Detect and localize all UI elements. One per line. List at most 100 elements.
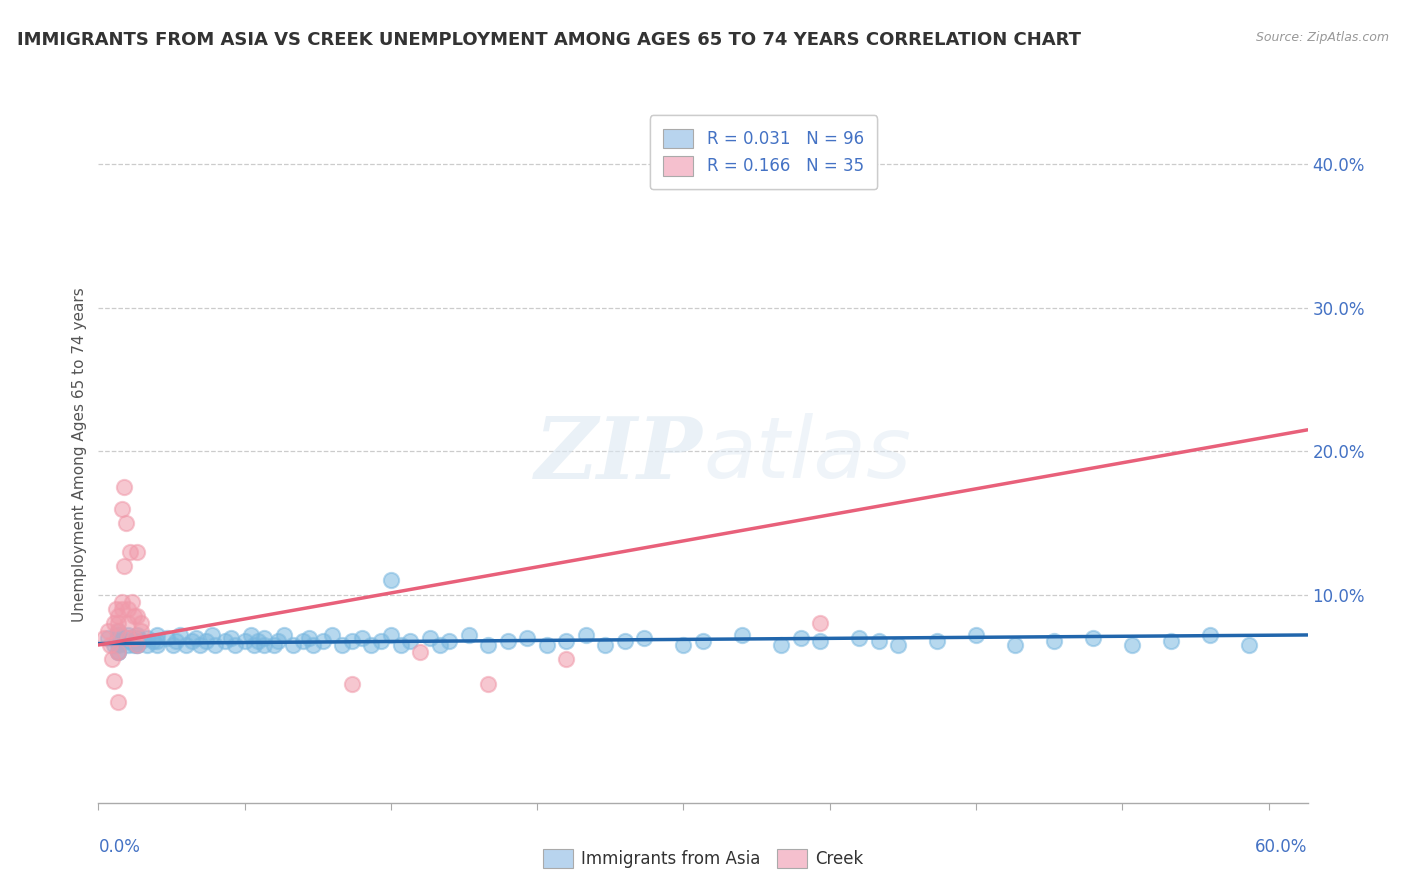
Point (107, 633, 129, 648)
Point (439, 633, 461, 648)
Point (165, 633, 187, 648)
Point (107, 609, 129, 624)
Point (169, 628, 191, 642)
Point (239, 628, 262, 642)
Point (340, 633, 363, 648)
Point (107, 631, 129, 645)
Point (136, 638, 159, 652)
Point (131, 633, 153, 648)
Point (808, 616, 831, 631)
Text: IMMIGRANTS FROM ASIA VS CREEK UNEMPLOYMENT AMONG AGES 65 TO 74 YEARS CORRELATION: IMMIGRANTS FROM ASIA VS CREEK UNEMPLOYME… (17, 31, 1081, 49)
Point (1160, 633, 1182, 648)
Text: 60.0%: 60.0% (1256, 838, 1308, 856)
Point (200, 628, 222, 642)
Point (419, 631, 441, 645)
Point (101, 652, 124, 666)
Point (131, 616, 153, 631)
Point (808, 633, 831, 648)
Point (789, 631, 811, 645)
Point (1043, 633, 1066, 648)
Point (117, 628, 139, 642)
Point (429, 638, 451, 652)
Point (127, 633, 149, 648)
Point (122, 638, 145, 652)
Text: 0.0%: 0.0% (98, 838, 141, 856)
Point (595, 638, 617, 652)
Point (243, 638, 266, 652)
Point (267, 633, 290, 648)
Point (162, 638, 184, 652)
Point (117, 631, 139, 645)
Point (114, 516, 136, 530)
Legend: Immigrants from Asia, Creek: Immigrants from Asia, Creek (536, 842, 870, 875)
Point (107, 645, 129, 659)
Point (253, 638, 276, 652)
Point (107, 624, 129, 638)
Point (122, 609, 145, 624)
Point (98, 638, 121, 652)
Point (117, 638, 139, 652)
Point (1081, 631, 1104, 645)
Point (370, 633, 392, 648)
Point (273, 628, 295, 642)
Point (194, 633, 217, 648)
Point (122, 631, 145, 645)
Point (868, 633, 890, 648)
Point (1004, 638, 1026, 652)
Point (214, 633, 236, 648)
Point (925, 633, 948, 648)
Point (360, 638, 382, 652)
Point (477, 677, 499, 691)
Point (103, 616, 125, 631)
Point (136, 631, 159, 645)
Point (127, 628, 149, 642)
Point (389, 638, 412, 652)
Point (156, 631, 179, 645)
Point (409, 645, 432, 659)
Point (146, 633, 169, 648)
Point (127, 638, 149, 652)
Point (174, 638, 197, 652)
Point (107, 633, 129, 648)
Point (380, 574, 402, 588)
Point (769, 638, 792, 652)
Point (292, 633, 315, 648)
Point (1121, 638, 1143, 652)
Legend: R = 0.031   N = 96, R = 0.166   N = 35: R = 0.031 N = 96, R = 0.166 N = 35 (650, 115, 877, 189)
Point (204, 638, 226, 652)
Point (107, 638, 129, 652)
Point (283, 638, 305, 652)
Point (233, 633, 256, 648)
Point (340, 677, 363, 691)
Point (117, 633, 139, 648)
Point (253, 631, 276, 645)
Point (219, 631, 242, 645)
Point (312, 633, 335, 648)
Point (181, 633, 204, 648)
Y-axis label: Unemployment Among Ages 65 to 74 years: Unemployment Among Ages 65 to 74 years (72, 287, 87, 623)
Point (121, 595, 143, 609)
Point (112, 480, 135, 494)
Point (1199, 628, 1222, 642)
Point (117, 631, 139, 645)
Point (142, 633, 165, 648)
Point (321, 628, 343, 642)
Point (127, 638, 149, 652)
Point (224, 638, 246, 652)
Point (298, 631, 321, 645)
Point (692, 633, 714, 648)
Point (302, 638, 325, 652)
Point (965, 628, 987, 642)
Point (146, 638, 169, 652)
Point (93, 631, 115, 645)
Point (107, 616, 129, 631)
Point (575, 628, 598, 642)
Point (111, 501, 134, 516)
Point (111, 595, 134, 609)
Point (117, 616, 139, 631)
Point (117, 602, 139, 616)
Point (107, 628, 129, 642)
Point (97, 624, 120, 638)
Point (458, 628, 481, 642)
Point (614, 633, 637, 648)
